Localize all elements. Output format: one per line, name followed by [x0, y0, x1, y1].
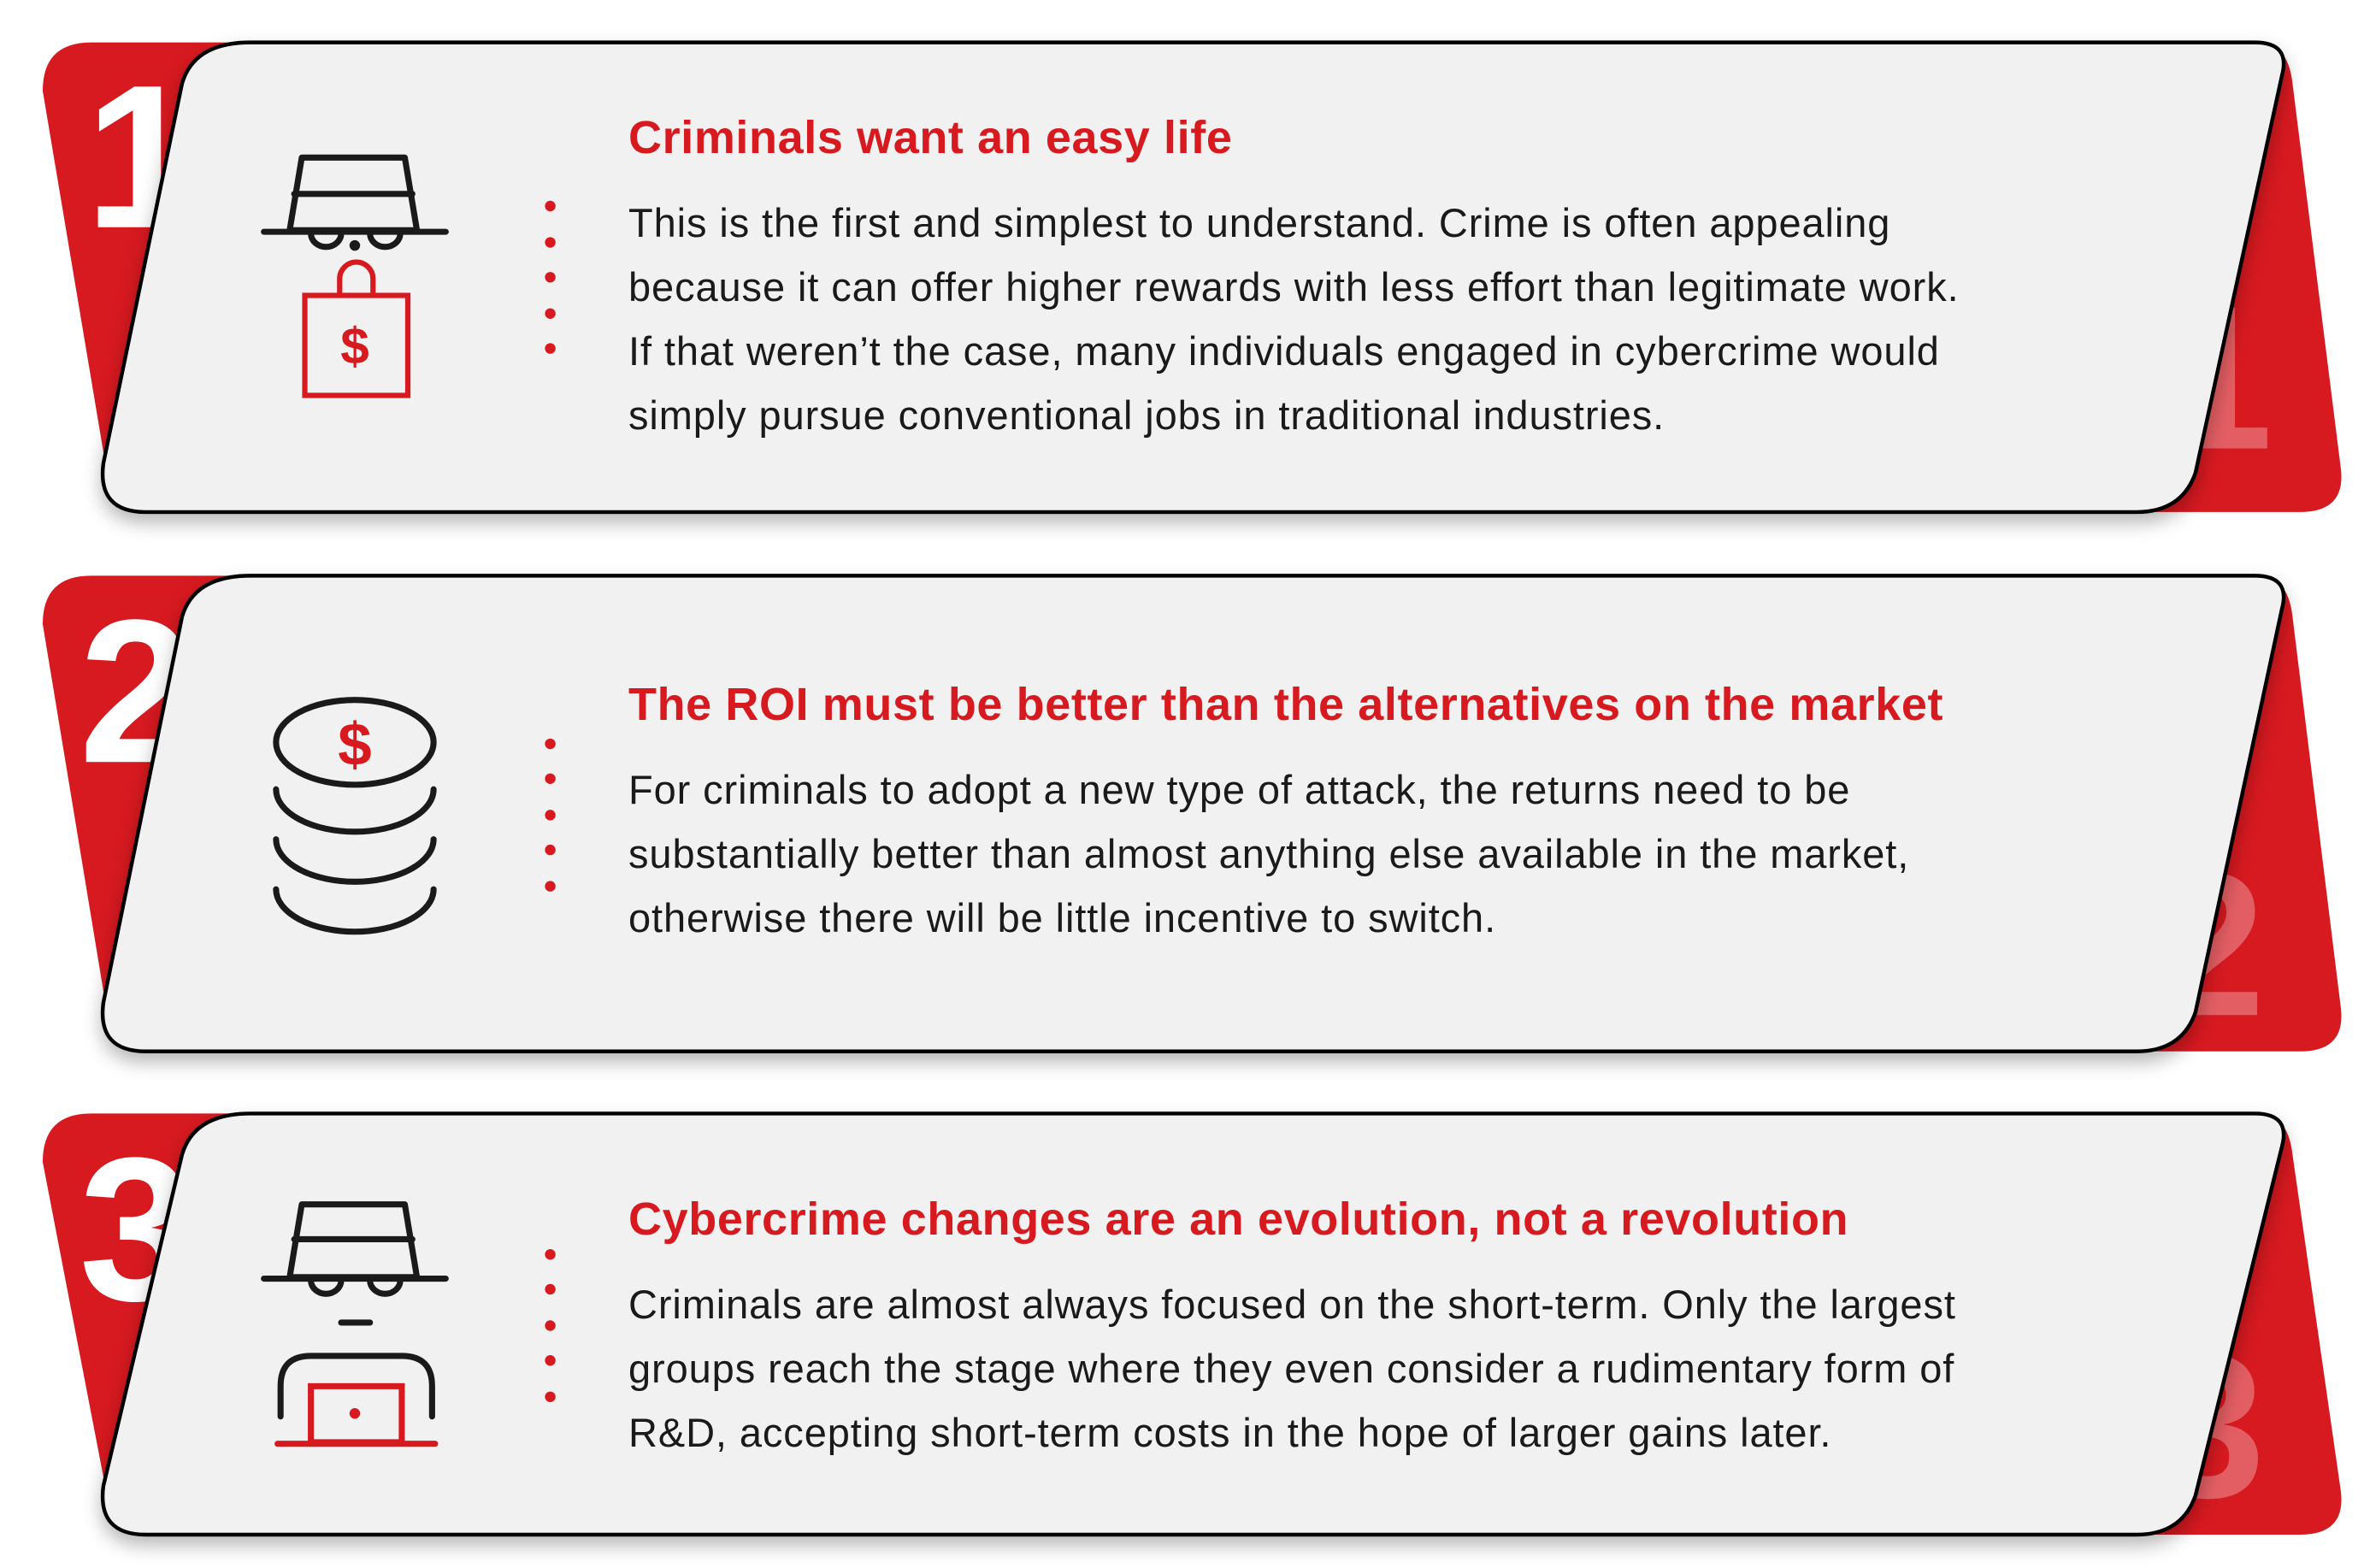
dotted-divider [545, 738, 556, 892]
svg-text:$: $ [338, 711, 371, 779]
item-body-line: groups reach the stage where they even c… [628, 1346, 1955, 1391]
item-body-line: For criminals to adopt a new type of att… [628, 767, 1851, 812]
shopping-bag-dollar-icon: $ [302, 259, 411, 398]
card-1: 1 1 $ [42, 40, 2342, 515]
dotted-divider [545, 200, 556, 354]
card-panel [100, 40, 2286, 515]
spy-hat-icon [261, 154, 449, 251]
item-body-line: otherwise there will be little incentive… [628, 895, 1497, 940]
item-body-line: Criminals are almost always focused on t… [628, 1282, 1956, 1327]
dotted-divider [545, 1248, 556, 1402]
item-title: The ROI must be better than the alternat… [628, 679, 1944, 730]
item-title: Criminals want an easy life [628, 112, 1233, 163]
item-body-line: substantially better than almost anythin… [628, 831, 1910, 876]
item-3-text: Cybercrime changes are an evolution, not… [628, 1188, 2193, 1465]
laptop-user-icon [274, 1353, 439, 1447]
card-3: 3 3 [42, 1111, 2342, 1541]
item-body-line: simply pursue conventional jobs in tradi… [628, 392, 1665, 438]
svg-text:$: $ [340, 316, 369, 374]
card-2: 2 2 $ [42, 574, 2342, 1058]
card-panel [100, 574, 2286, 1053]
item-body-line: R&D, accepting short-term costs in the h… [628, 1410, 1832, 1455]
item-title: Cybercrime changes are an evolution, not… [628, 1194, 1849, 1245]
item-2-text: The ROI must be better than the alternat… [628, 673, 2193, 950]
item-body-line: If that weren’t the case, many individua… [628, 328, 1940, 374]
item-body-line: This is the first and simplest to unders… [628, 200, 1891, 245]
spy-hat-icon [261, 1201, 449, 1326]
coin-stack-icon: $ [273, 697, 437, 935]
card-panel [100, 1111, 2286, 1537]
item-1-text: Criminals want an easy life This is the … [628, 106, 2193, 447]
item-body-line: because it can offer higher rewards with… [628, 264, 1960, 309]
